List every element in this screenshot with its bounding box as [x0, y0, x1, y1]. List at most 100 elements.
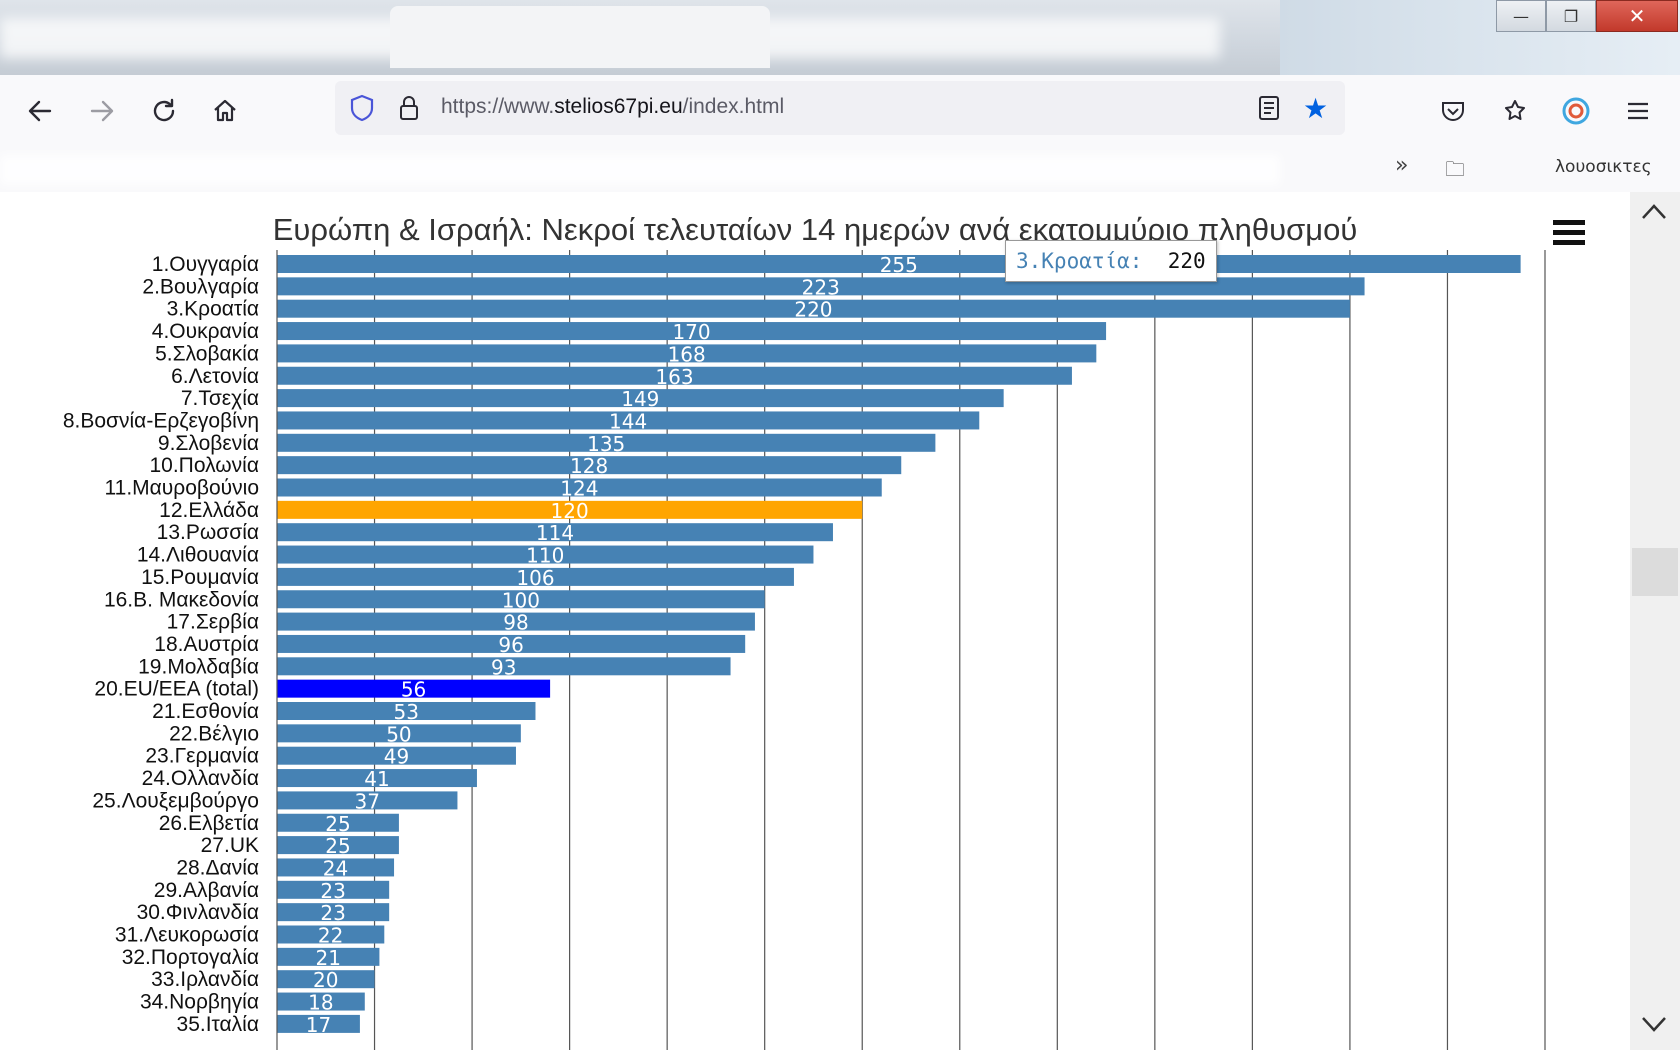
category-label: 3.Κροατία — [167, 298, 259, 321]
url-text[interactable]: https://www.stelios67pi.eu/index.html — [441, 95, 784, 119]
category-label: 10.Πολωνία — [149, 454, 259, 477]
folder-icon[interactable]: 🗀 — [1445, 157, 1465, 181]
account-icon[interactable] — [1558, 93, 1594, 129]
value-label: 23 — [320, 901, 345, 925]
bar[interactable] — [277, 567, 794, 586]
category-label: 9.Σλοβενία — [158, 432, 259, 455]
bar[interactable] — [277, 858, 395, 877]
bar[interactable] — [277, 657, 731, 676]
extensions-icon[interactable] — [1497, 93, 1533, 129]
minimize-button[interactable]: — — [1496, 0, 1546, 32]
value-label: 18 — [308, 991, 333, 1015]
value-label: 93 — [491, 655, 516, 679]
bar[interactable] — [277, 947, 380, 966]
pocket-icon[interactable] — [1435, 93, 1471, 129]
value-label: 25 — [325, 834, 350, 858]
active-tab[interactable] — [390, 6, 770, 68]
value-label: 22 — [318, 924, 343, 948]
bookmarks-toolbar: » 🗀 λουοσικτες — [0, 147, 1680, 193]
category-label: 4.Ουκρανία — [152, 320, 259, 343]
tooltip-label: 3.Κροατία: — [1016, 249, 1143, 273]
tracking-protection-shield-icon[interactable] — [349, 94, 375, 126]
app-menu-icon[interactable] — [1620, 93, 1656, 129]
category-label: 31.Λευκορωσία — [115, 924, 259, 947]
value-label: 220 — [794, 298, 832, 322]
bar[interactable] — [277, 478, 882, 497]
value-label: 255 — [880, 253, 918, 277]
value-label: 170 — [672, 320, 710, 344]
back-icon[interactable] — [22, 93, 58, 129]
category-label: 17.Σερβία — [167, 611, 259, 634]
tooltip-value: 220 — [1167, 249, 1206, 273]
page-scrollbar[interactable] — [1630, 192, 1680, 1050]
reader-view-icon[interactable] — [1257, 94, 1281, 126]
bar[interactable] — [277, 500, 863, 519]
bar[interactable] — [277, 880, 390, 899]
value-label: 23 — [320, 879, 345, 903]
value-label: 98 — [503, 611, 528, 635]
chart-menu-icon[interactable] — [1553, 220, 1585, 246]
bar[interactable] — [277, 746, 516, 765]
bar[interactable] — [277, 545, 814, 564]
bar[interactable] — [277, 970, 375, 989]
value-label: 53 — [394, 700, 419, 724]
category-label: 1.Ουγγαρία — [152, 253, 259, 276]
navigation-toolbar: https://www.stelios67pi.eu/index.html ★ — [0, 75, 1680, 147]
forward-icon[interactable] — [84, 93, 120, 129]
category-label: 16.Β. Μακεδονία — [104, 588, 259, 611]
bar[interactable] — [277, 612, 755, 631]
bar[interactable] — [277, 679, 551, 698]
window-controls: — ❐ ✕ — [1496, 0, 1678, 32]
bar[interactable] — [277, 299, 1350, 318]
scroll-down-icon[interactable] — [1640, 1012, 1668, 1042]
address-bar[interactable]: https://www.stelios67pi.eu/index.html ★ — [335, 81, 1345, 135]
bar[interactable] — [277, 1014, 360, 1033]
value-label: 128 — [570, 454, 608, 478]
bar[interactable] — [277, 634, 746, 653]
category-label: 12.Ελλάδα — [159, 499, 259, 522]
bar[interactable] — [277, 523, 833, 542]
value-label: 223 — [802, 275, 840, 299]
bar[interactable] — [277, 344, 1097, 363]
value-label: 96 — [498, 633, 523, 657]
bar[interactable] — [277, 411, 980, 430]
scroll-up-icon[interactable] — [1640, 200, 1668, 230]
category-label: 8.Βοσνία-Ερζεγοβίνη — [63, 409, 259, 432]
bar[interactable] — [277, 813, 399, 832]
bar[interactable] — [277, 590, 765, 609]
lock-icon[interactable] — [397, 94, 421, 126]
other-bookmarks-label[interactable]: λουοσικτες — [1555, 157, 1652, 177]
value-label: 41 — [364, 767, 389, 791]
value-label: 168 — [668, 342, 706, 366]
category-label: 23.Γερμανία — [145, 745, 259, 768]
bar[interactable] — [277, 702, 536, 720]
bar[interactable] — [277, 433, 936, 452]
web-page: 1.Ουγγαρία 255 2.Βουλγαρία 223 3.Κροατία 220 4… — [0, 192, 1630, 1050]
bar[interactable] — [277, 769, 477, 788]
bar[interactable] — [277, 456, 902, 475]
value-label: 135 — [587, 432, 625, 456]
restore-button[interactable]: ❐ — [1546, 0, 1596, 32]
bar[interactable] — [277, 322, 1107, 341]
value-label: 25 — [325, 812, 350, 836]
reload-icon[interactable] — [146, 93, 182, 129]
url-path: /index.html — [682, 95, 785, 118]
value-label: 50 — [386, 722, 411, 746]
category-label: 24.Ολλανδία — [142, 767, 259, 790]
window-title-bar: — ❐ ✕ — [0, 0, 1680, 75]
scroll-thumb[interactable] — [1632, 548, 1678, 596]
bar[interactable] — [277, 724, 521, 743]
bar[interactable] — [277, 925, 385, 944]
value-label: 120 — [551, 499, 589, 523]
bar[interactable] — [277, 836, 399, 855]
bar[interactable] — [277, 903, 390, 922]
bar[interactable] — [277, 389, 1004, 408]
bookmarks-overflow-icon[interactable]: » — [1395, 153, 1409, 178]
bar[interactable] — [277, 791, 458, 810]
value-label: 106 — [516, 566, 554, 590]
bookmark-star-icon[interactable]: ★ — [1303, 92, 1329, 125]
bar[interactable] — [277, 992, 365, 1011]
bar[interactable] — [277, 366, 1072, 385]
home-icon[interactable] — [207, 93, 243, 129]
close-button[interactable]: ✕ — [1596, 0, 1678, 32]
